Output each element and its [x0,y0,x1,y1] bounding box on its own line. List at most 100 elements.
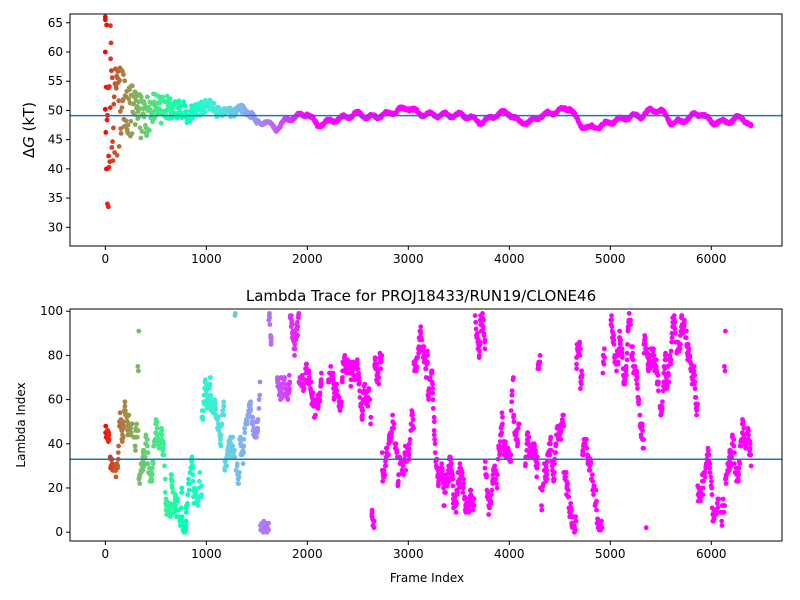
lambda-point [731,437,737,442]
delta-g-point [115,69,121,74]
lambda-point [450,476,455,482]
lambda-point [241,443,247,449]
delta-g-y-ticks: 30 35 40 45 50 55 60 65 [48,16,70,234]
lambda-point [494,485,500,491]
lambda-point [287,379,293,385]
lambda-point [553,450,559,455]
lambda-point [330,370,336,376]
delta-g-point [167,96,173,102]
lambda-point [429,370,435,376]
delta-g-point [125,122,131,128]
lambda-point [179,490,185,495]
lambda-point [185,492,191,497]
lambda-point [423,366,429,372]
lambda-point [431,419,437,425]
lambda-point [212,397,218,402]
lambda-point [685,342,691,347]
lambda-point [692,386,698,391]
lambda-y-ticks: 0 20 40 60 80 100 [40,304,70,539]
lambda-point [150,461,156,467]
lambda-point [367,397,373,402]
lambda-point [637,412,643,418]
lambda-point [378,359,384,365]
lambda-point [213,401,218,407]
lambda-point [334,388,340,394]
lambda-point [653,364,659,369]
lambda-point [634,381,640,387]
lambda-point [722,368,728,374]
lambda-point [266,527,271,533]
lambda-point [684,328,689,334]
lambda-point [515,425,521,431]
lambda-point [500,414,505,420]
lambda-point [161,445,166,451]
lambda-point [308,379,314,385]
lambda-point [509,399,515,405]
lambda-point [457,461,463,467]
lambda-point [544,472,550,478]
lambda-point [539,503,544,508]
lambda-point [289,322,295,327]
lambda-point [720,496,726,502]
lambda-point [418,324,424,330]
lambda-point [500,421,505,427]
lambda-point [628,322,633,327]
lambda-point [340,375,345,380]
lambda-point [126,412,132,418]
lambda-point [393,441,399,447]
lambda-point [444,483,450,489]
lambda-point [577,353,583,358]
lambda-point [375,370,381,376]
lambda-point [547,452,553,458]
lambda-point [432,437,437,442]
lambda-point [167,501,173,506]
lambda-point [197,470,203,475]
lambda-point [255,417,261,422]
lambda-point [106,437,112,442]
lambda-point [651,346,656,352]
lambda-point [701,478,706,484]
lambda-point [221,412,227,418]
lambda-point [256,406,262,411]
lambda-point [723,474,729,480]
lambda-point [240,461,246,467]
lambda-point [242,425,248,431]
lambda-point [558,428,564,433]
lambda-point [617,328,622,334]
lambda-point [132,443,138,449]
lambda-point [636,401,642,407]
lambda-point [600,370,606,376]
lambda-point [543,463,549,469]
lambda-point [601,361,607,367]
lambda-point [732,461,737,467]
lambda-point [515,439,520,444]
lambda-point [702,470,708,475]
lambda-point [698,498,703,504]
delta-g-point [126,96,132,102]
lambda-point [376,375,382,380]
lambda-point [441,503,447,508]
lambda-point [190,472,196,478]
lambda-point [669,335,675,341]
lambda-point [230,434,236,440]
lambda-point [144,437,150,442]
lambda-point [694,412,699,418]
lambda-point [237,470,242,475]
lambda-point [256,397,262,402]
lambda-point [568,501,574,506]
lambda-point [460,485,466,491]
lambda-point [642,335,648,341]
lambda-point [639,421,645,427]
lambda-point [154,425,160,431]
lambda-point [368,414,374,420]
lambda-point [454,501,459,506]
lambda-point [196,478,202,484]
lambda-point [635,386,640,391]
lambda-point [672,319,678,325]
lambda-point [619,353,625,358]
lambda-point [476,355,482,360]
lambda-point [134,421,140,427]
lambda-point [388,439,393,444]
lambda-point [391,425,396,431]
lambda-point [615,361,621,367]
